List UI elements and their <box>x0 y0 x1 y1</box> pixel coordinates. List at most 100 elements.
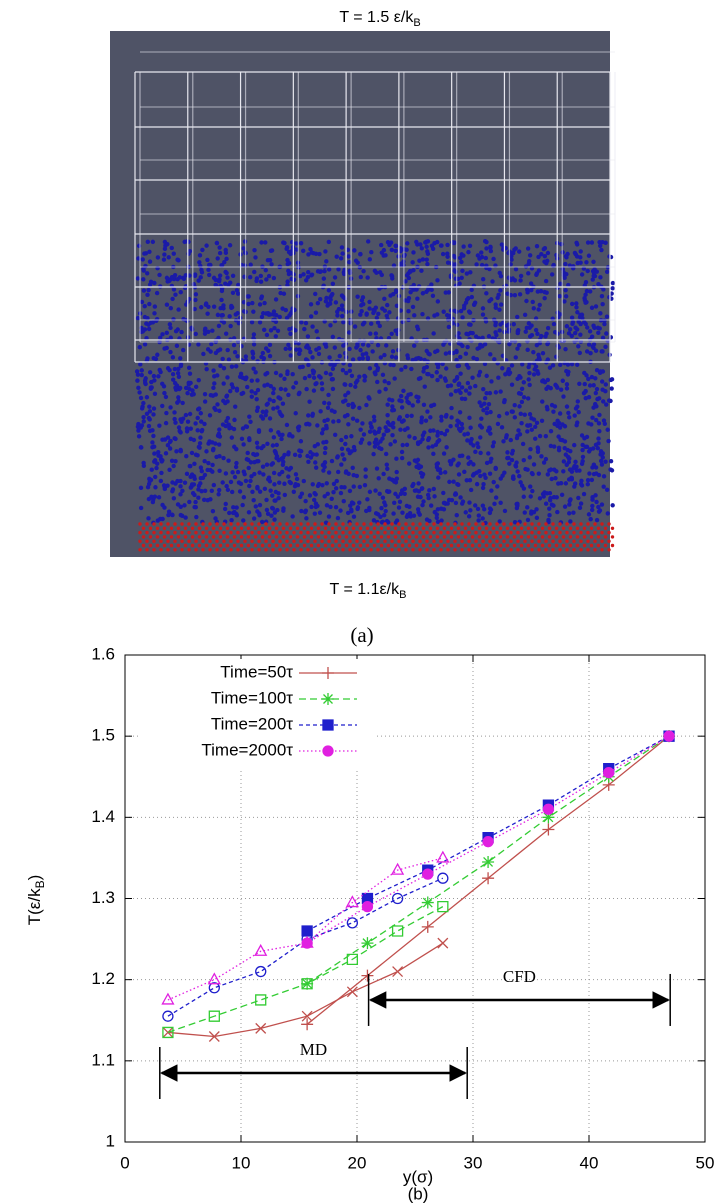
particle <box>563 347 567 351</box>
particle <box>234 364 238 368</box>
particle <box>212 406 216 410</box>
particle <box>467 337 471 341</box>
particle <box>418 513 422 517</box>
y-tick-label: 1.4 <box>91 807 115 826</box>
particle <box>273 498 277 502</box>
particle <box>467 500 471 504</box>
particle <box>358 485 362 489</box>
particle <box>217 324 221 328</box>
wall-particle <box>219 527 222 530</box>
particle <box>265 333 269 337</box>
particle <box>216 434 220 438</box>
particle <box>497 308 501 312</box>
wall-particle <box>380 527 383 530</box>
wall-particle <box>562 535 565 538</box>
wall-particle <box>275 544 278 547</box>
particle <box>295 477 299 481</box>
particle <box>590 478 594 482</box>
particle <box>374 271 378 275</box>
particle <box>485 461 489 465</box>
particle <box>550 477 554 481</box>
particle <box>464 351 468 355</box>
wall-particle <box>387 544 390 547</box>
particle <box>279 387 283 391</box>
particle <box>197 406 201 410</box>
wall-particle <box>352 535 355 538</box>
particle <box>555 495 559 499</box>
wall-particle <box>250 522 253 525</box>
particle <box>542 296 546 300</box>
particle <box>598 508 602 512</box>
particle <box>495 296 499 300</box>
particle <box>224 471 228 475</box>
particle <box>387 476 391 480</box>
particle <box>331 419 335 423</box>
particle <box>391 349 395 353</box>
wall-particle <box>138 548 141 551</box>
particle <box>478 370 482 374</box>
particle <box>539 334 543 338</box>
particle <box>429 282 433 286</box>
wall-particle <box>478 544 481 547</box>
particle <box>170 246 174 250</box>
particle <box>529 281 533 285</box>
particle <box>236 470 240 474</box>
particle <box>286 474 290 478</box>
wall-particle <box>429 544 432 547</box>
particle <box>590 508 594 512</box>
particle <box>341 343 345 347</box>
particle <box>522 380 526 384</box>
particle <box>564 294 568 298</box>
particle <box>245 425 249 429</box>
particle <box>554 384 558 388</box>
particle <box>197 260 201 264</box>
wall-particle <box>488 540 491 543</box>
wall-particle <box>380 544 383 547</box>
particle <box>439 431 443 435</box>
particle <box>275 443 279 447</box>
wall-particle <box>492 535 495 538</box>
wall-particle <box>152 540 155 543</box>
wall-particle <box>548 527 551 530</box>
particle <box>340 245 344 249</box>
wall-particle <box>425 548 428 551</box>
particle <box>296 428 300 432</box>
particle <box>358 427 362 431</box>
annotation: CFD <box>503 967 536 986</box>
particle <box>468 478 472 482</box>
particle <box>479 250 483 254</box>
particle <box>183 481 187 485</box>
particle <box>234 465 238 469</box>
particle <box>145 356 149 360</box>
wall-particle <box>257 548 260 551</box>
particle <box>258 503 262 507</box>
wall-particle <box>278 540 281 543</box>
particle <box>607 398 611 402</box>
particle <box>252 332 256 336</box>
particle <box>369 425 373 429</box>
particle <box>374 331 378 335</box>
wall-particle <box>418 548 421 551</box>
particle <box>270 493 274 497</box>
particle <box>426 372 430 376</box>
particle <box>481 387 485 391</box>
particle <box>546 251 550 255</box>
particle <box>529 288 533 292</box>
wall-particle <box>138 540 141 543</box>
wall-particle <box>145 540 148 543</box>
particle <box>468 508 472 512</box>
particle <box>515 315 519 319</box>
particle <box>600 502 604 506</box>
particle <box>591 277 595 281</box>
particle <box>306 363 310 367</box>
particle <box>339 256 343 260</box>
wall-particle <box>208 540 211 543</box>
particle <box>313 460 317 464</box>
particle <box>488 471 492 475</box>
particle <box>564 452 568 456</box>
particle <box>484 391 488 395</box>
wall-particle <box>187 522 190 525</box>
particle <box>578 351 582 355</box>
particle <box>566 372 570 376</box>
particle <box>340 303 344 307</box>
